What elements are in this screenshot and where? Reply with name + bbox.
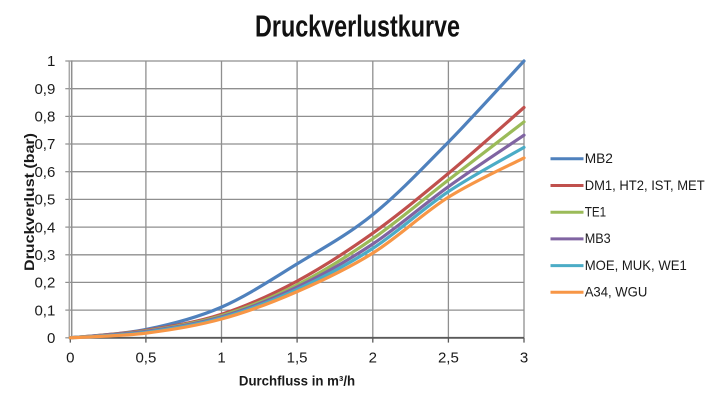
svg-text:1: 1 xyxy=(47,53,55,70)
svg-text:0,6: 0,6 xyxy=(34,164,55,181)
svg-text:MOE, MUK, WE1: MOE, MUK, WE1 xyxy=(585,257,687,273)
svg-text:0,5: 0,5 xyxy=(34,192,55,209)
svg-text:Durchfluss in m³/h: Durchfluss in m³/h xyxy=(239,373,355,389)
svg-text:0,2: 0,2 xyxy=(34,275,55,292)
svg-text:A34, WGU: A34, WGU xyxy=(585,284,648,300)
svg-text:0,1: 0,1 xyxy=(34,302,55,319)
svg-text:0: 0 xyxy=(47,330,55,347)
svg-text:0,5: 0,5 xyxy=(135,350,156,367)
svg-text:TE1: TE1 xyxy=(585,204,607,220)
svg-text:0: 0 xyxy=(66,350,74,367)
svg-text:0,3: 0,3 xyxy=(34,247,55,264)
svg-text:0,8: 0,8 xyxy=(34,109,55,126)
svg-text:MB3: MB3 xyxy=(585,230,611,246)
svg-text:0,7: 0,7 xyxy=(34,136,55,153)
svg-text:0,4: 0,4 xyxy=(34,219,55,236)
svg-text:2: 2 xyxy=(369,350,377,367)
svg-text:1: 1 xyxy=(217,350,225,367)
svg-text:DM1, HT2, IST, MET: DM1, HT2, IST, MET xyxy=(585,177,705,193)
svg-text:Druckverlustkurve: Druckverlustkurve xyxy=(255,9,460,44)
svg-text:1,5: 1,5 xyxy=(287,350,308,367)
svg-text:Druckverlust (bar): Druckverlust (bar) xyxy=(21,133,37,271)
svg-text:2,5: 2,5 xyxy=(438,350,459,367)
svg-text:0,9: 0,9 xyxy=(34,81,55,98)
svg-text:MB2: MB2 xyxy=(585,150,613,166)
svg-text:3: 3 xyxy=(520,350,528,367)
